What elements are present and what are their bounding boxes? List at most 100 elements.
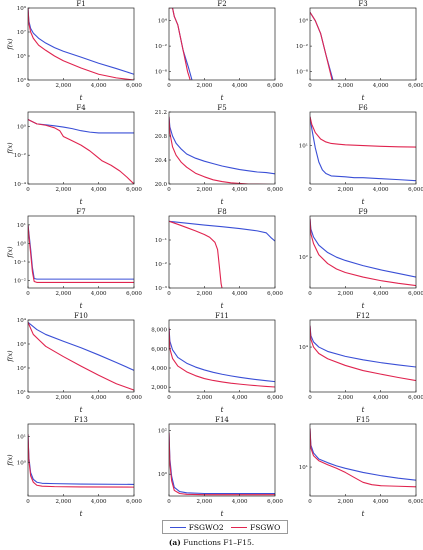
x-axis-label-f3: t [362,94,365,102]
legend: FSGWO2 FSGWO [162,520,288,534]
panel-f9: F9 0 2,000 4,000 6,000 t 10² [299,208,423,310]
x-axis-label-f7: t [80,302,83,310]
y-tick-label-f2-2: 10⁻⁸ [155,69,168,76]
y-tick-label-f11-2: 6,000 [151,347,167,353]
y-tick-label-f11-3: 8,000 [151,328,167,334]
series-line-f4-fsgwo [28,119,134,184]
x-axis-label-f2: t [221,94,224,102]
y-tick-label-f7-1: 10⁻¹ [14,259,26,266]
plot-frame-f11 [168,319,276,393]
x-tick-label-f13-0: 0 [26,499,30,505]
x-tick-label-f9-6000: 6,000 [408,291,423,297]
y-tick-label-f10-3: 10⁴ [17,317,27,324]
legend-swatch-fsgwo [231,526,248,528]
x-axis-label-f5: t [221,198,224,206]
panel-title-f15: F15 [356,416,370,424]
y-axis-label-f7: f(x) [6,246,14,259]
x-tick-label-f1-2000: 2,000 [55,83,71,89]
panel-title-f2: F2 [217,0,226,8]
panel-title-f10: F10 [74,312,88,320]
series-line-f8-fsgwo2 [169,220,275,242]
y-tick-label-f3-2: 10⁻⁸ [296,69,309,76]
x-tick-label-f4-6000: 6,000 [126,187,142,193]
x-axis-label-f11: t [221,406,224,414]
x-tick-label-f8-6000: 6,000 [267,291,283,297]
y-tick-label-f14-0: 10⁰ [158,471,168,478]
x-axis-label-f8: t [221,302,224,310]
x-axis-label-f4: t [80,198,83,206]
panel-title-f14: F14 [215,416,229,424]
plot-frame-f9 [309,215,417,289]
x-tick-label-f5-6000: 6,000 [267,187,283,193]
y-tick-label-f4-2: 10⁰ [17,123,27,130]
plot-frame-f13 [27,423,135,497]
y-tick-label-f3-1: 10⁻² [296,43,308,50]
series-line-f2-fsgwo [169,8,191,80]
x-tick-label-f9-4000: 4,000 [373,291,389,297]
y-tick-label-f4-1: 10⁻² [14,152,26,159]
x-tick-label-f11-0: 0 [167,395,171,401]
y-tick-label-f3-0: 10⁴ [299,18,309,25]
series-line-f9-fsgwo [310,218,416,287]
x-tick-label-f15-4000: 4,000 [373,499,389,505]
x-tick-label-f5-4000: 4,000 [232,187,248,193]
panel-f3: F3 0 2,000 4,000 6,000 t 10⁴ 10⁻² 10⁻⁸ [296,0,423,102]
x-tick-label-f4-0: 0 [26,187,30,193]
panel-title-f3: F3 [358,0,367,8]
x-tick-label-f1-6000: 6,000 [126,83,142,89]
y-axis-label-f1: f(x) [6,38,14,51]
x-tick-label-f7-0: 0 [26,291,30,297]
y-tick-label-f7-2: 10⁰ [17,240,27,247]
series-line-f11-fsgwo2 [169,327,275,383]
y-tick-label-f11-1: 4,000 [151,366,167,372]
y-tick-label-f1-2: 10⁷ [17,29,27,36]
x-tick-label-f14-0: 0 [167,499,171,505]
x-tick-label-f12-0: 0 [308,395,312,401]
x-tick-label-f10-4000: 4,000 [91,395,107,401]
plot-frame-f6 [309,111,417,185]
series-line-f1-fsgwo2 [28,8,134,75]
y-tick-label-f4-0: 10⁻⁴ [14,181,27,188]
panel-f7: F7 0 2,000 4,000 6,000 t 10⁻² 10⁻¹ 10⁰ 10¹ f(x) [6,208,142,310]
series-line-f11-fsgwo [169,327,275,388]
plot-frame-f7 [27,215,135,289]
y-tick-label-f10-2: 10³ [17,341,26,348]
series-line-f7-fsgwo2 [28,224,134,280]
x-tick-label-f5-0: 0 [167,187,171,193]
x-tick-label-f12-4000: 4,000 [373,395,389,401]
x-tick-label-f10-6000: 6,000 [126,395,142,401]
panel-f5: F5 0 2,000 4,000 6,000 t 20.0 20.4 20.8 21.2 [155,104,284,206]
series-line-f10-fsgwo [28,322,134,391]
x-tick-label-f11-2000: 2,000 [196,395,212,401]
y-axis-label-f4: f(x) [6,142,14,155]
x-tick-label-f1-4000: 4,000 [91,83,107,89]
x-tick-label-f7-6000: 6,000 [126,291,142,297]
x-tick-label-f11-4000: 4,000 [232,395,248,401]
x-tick-label-f2-0: 0 [167,83,171,89]
legend-item-fsgwo: FSGWO [231,523,280,532]
x-tick-label-f9-0: 0 [308,291,312,297]
plot-frame-f10 [27,319,135,393]
x-tick-label-f4-4000: 4,000 [91,187,107,193]
x-tick-label-f13-2000: 2,000 [55,499,71,505]
panel-title-f11: F11 [215,312,229,320]
series-line-f12-fsgwo2 [310,325,416,368]
y-tick-label-f1-1: 10⁵ [17,53,26,60]
x-tick-label-f6-6000: 6,000 [408,187,423,193]
x-tick-label-f12-2000: 2,000 [337,395,353,401]
panel-f12: F12 0 2,000 4,000 6,000 t 10⁴ [299,312,423,414]
caption-text: Functions F1–F15. [183,538,255,547]
y-tick-label-f11-0: 2,000 [151,385,167,391]
panel-title-f4: F4 [76,104,86,112]
x-axis-label-f9: t [362,302,365,310]
series-line-f4-fsgwo2 [28,119,134,134]
series-line-f6-fsgwo2 [310,116,416,182]
x-tick-label-f7-2000: 2,000 [55,291,71,297]
x-tick-label-f3-4000: 4,000 [373,83,389,89]
panel-title-f9: F9 [358,208,367,216]
panel-f1: F1 0 2,000 4,000 6,000 t 10³ 10⁵ 10⁷ 10⁹ f(x) [6,0,142,102]
plot-frame-f1 [27,7,135,81]
x-tick-label-f9-2000: 2,000 [337,291,353,297]
x-axis-label-f14: t [221,510,224,518]
